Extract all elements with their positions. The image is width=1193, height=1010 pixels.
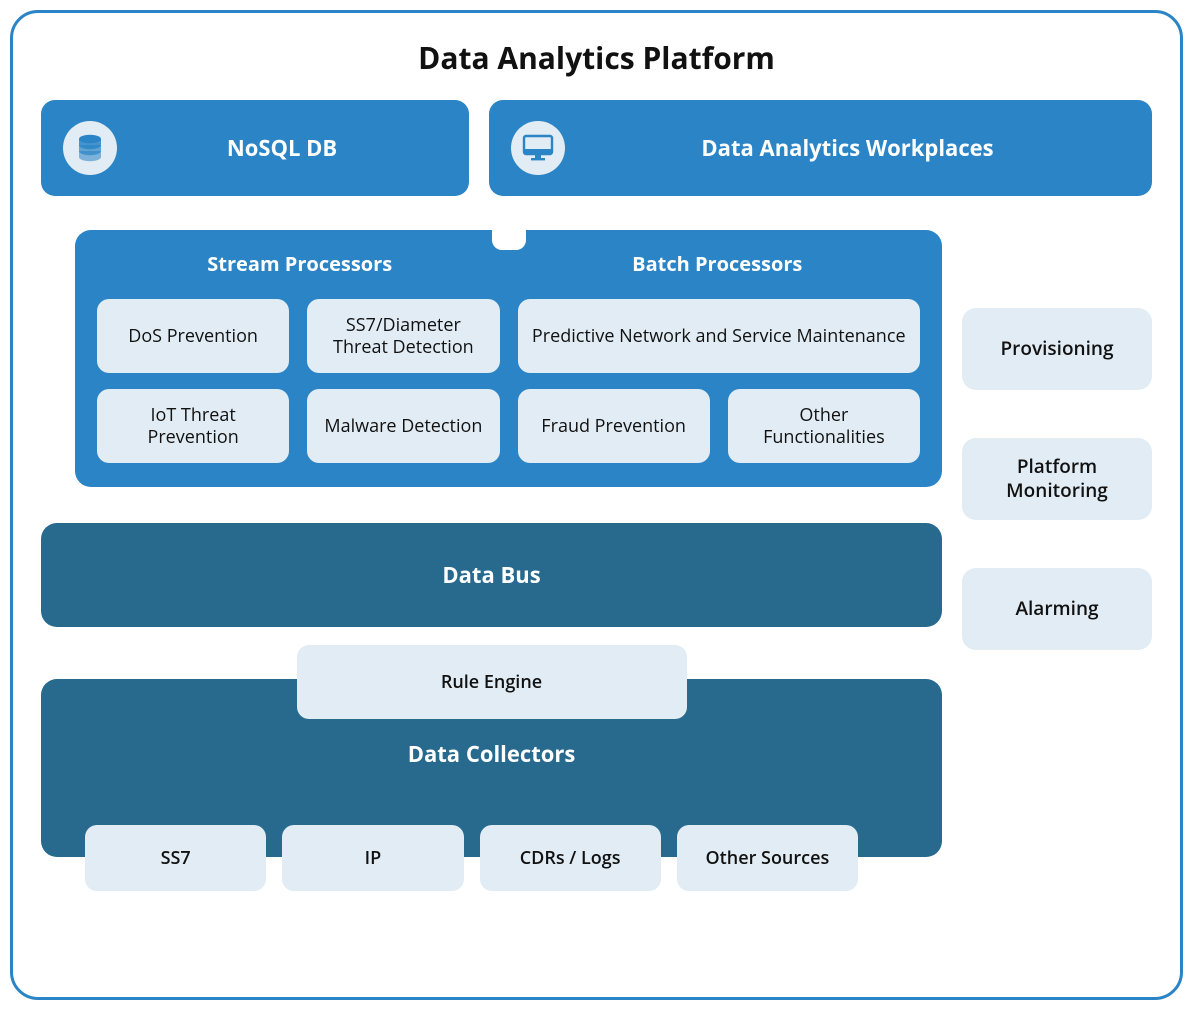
source-cdrs-logs: CDRs / Logs	[480, 825, 661, 891]
batch-processors-title: Batch Processors	[515, 230, 921, 293]
proc-fraud: Fraud Prevention	[518, 389, 710, 463]
source-other: Other Sources	[677, 825, 858, 891]
rule-engine-box: Rule Engine	[297, 645, 687, 719]
processors-grid: DoS Prevention SS7/Diameter Threat Detec…	[97, 299, 920, 463]
nosql-label: NoSQL DB	[117, 133, 447, 163]
processors-container: Stream Processors Batch Processors DoS P…	[75, 230, 942, 487]
proc-iot-threat: IoT Threat Prevention	[97, 389, 289, 463]
proc-other: Other Functionalities	[728, 389, 920, 463]
platform-frame: Data Analytics Platform NoSQL DB	[10, 10, 1183, 1000]
source-ss7: SS7	[85, 825, 266, 891]
left-column: Stream Processors Batch Processors DoS P…	[41, 230, 942, 857]
data-bus-box: Data Bus	[41, 523, 942, 627]
processors-notch	[492, 228, 526, 250]
right-column: Provisioning Platform Monitoring Alarmin…	[962, 230, 1152, 650]
workplaces-label: Data Analytics Workplaces	[565, 133, 1130, 163]
module-platform-monitoring: Platform Monitoring	[962, 438, 1152, 520]
module-provisioning: Provisioning	[962, 308, 1152, 390]
collectors-wrap: Rule Engine Data Collectors SS7 IP CDRs …	[41, 679, 942, 857]
stream-processors-title: Stream Processors	[97, 230, 503, 293]
source-ip: IP	[282, 825, 463, 891]
platform-title: Data Analytics Platform	[41, 37, 1152, 78]
module-alarming: Alarming	[962, 568, 1152, 650]
data-collectors-title: Data Collectors	[408, 739, 576, 769]
monitor-icon	[511, 121, 565, 175]
top-row: NoSQL DB Data Analytics Workplaces	[41, 100, 1152, 196]
sources-row: SS7 IP CDRs / Logs Other Sources	[85, 825, 858, 891]
database-icon	[63, 121, 117, 175]
nosql-box: NoSQL DB	[41, 100, 469, 196]
main-area: Stream Processors Batch Processors DoS P…	[41, 230, 1152, 857]
proc-dos-prevention: DoS Prevention	[97, 299, 289, 373]
proc-predictive-maintenance: Predictive Network and Service Maintenan…	[518, 299, 921, 373]
proc-ss7-diameter: SS7/Diameter Threat Detection	[307, 299, 499, 373]
proc-malware: Malware Detection	[307, 389, 499, 463]
workplaces-box: Data Analytics Workplaces	[489, 100, 1152, 196]
